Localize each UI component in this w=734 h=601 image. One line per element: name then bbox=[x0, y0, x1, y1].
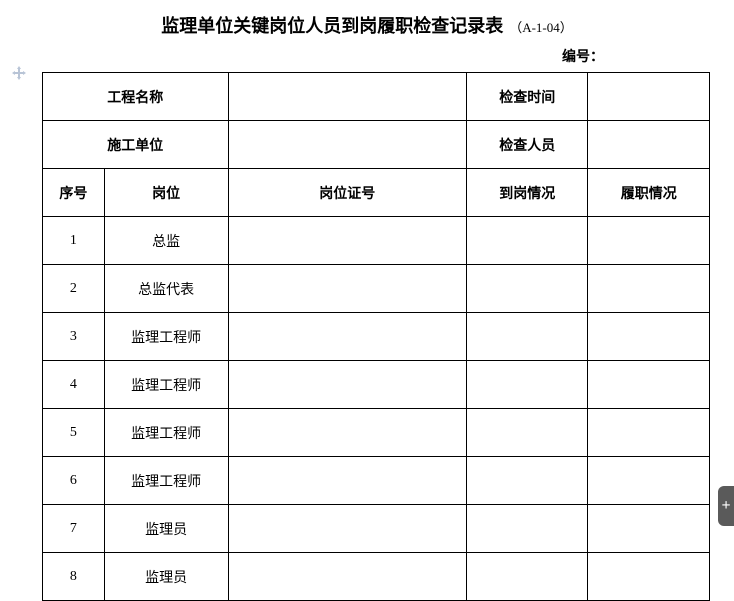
project-name-label: 工程名称 bbox=[43, 73, 229, 121]
serial-label: 编号： bbox=[0, 46, 734, 72]
table-row: 4 监理工程师 bbox=[43, 361, 710, 409]
cell-attendance[interactable] bbox=[467, 457, 588, 505]
inspector-label: 检查人员 bbox=[467, 121, 588, 169]
plus-icon: + bbox=[721, 497, 730, 515]
cell-performance[interactable] bbox=[588, 553, 710, 601]
column-header-row: 序号 岗位 岗位证号 到岗情况 履职情况 bbox=[43, 169, 710, 217]
cell-attendance[interactable] bbox=[467, 265, 588, 313]
cell-performance[interactable] bbox=[588, 409, 710, 457]
cell-attendance[interactable] bbox=[467, 409, 588, 457]
inspector-value[interactable] bbox=[588, 121, 710, 169]
col-attendance: 到岗情况 bbox=[467, 169, 588, 217]
cell-performance[interactable] bbox=[588, 265, 710, 313]
cell-seq: 3 bbox=[43, 313, 105, 361]
inspect-time-value[interactable] bbox=[588, 73, 710, 121]
cell-seq: 6 bbox=[43, 457, 105, 505]
cell-seq: 5 bbox=[43, 409, 105, 457]
inspection-table: 工程名称 检查时间 施工单位 检查人员 序号 岗位 岗位证号 到岗情况 履职情况… bbox=[42, 72, 710, 601]
cell-cert[interactable] bbox=[228, 505, 467, 553]
inspect-time-label: 检查时间 bbox=[467, 73, 588, 121]
cell-attendance[interactable] bbox=[467, 361, 588, 409]
cell-cert[interactable] bbox=[228, 265, 467, 313]
cell-post: 总监 bbox=[104, 217, 228, 265]
col-post: 岗位 bbox=[104, 169, 228, 217]
table-row: 5 监理工程师 bbox=[43, 409, 710, 457]
cell-post: 监理工程师 bbox=[104, 457, 228, 505]
table-row: 8 监理员 bbox=[43, 553, 710, 601]
cell-seq: 1 bbox=[43, 217, 105, 265]
cell-performance[interactable] bbox=[588, 361, 710, 409]
table-row: 3 监理工程师 bbox=[43, 313, 710, 361]
contractor-label: 施工单位 bbox=[43, 121, 229, 169]
cell-performance[interactable] bbox=[588, 457, 710, 505]
contractor-value[interactable] bbox=[228, 121, 467, 169]
side-tab-icon[interactable]: + bbox=[718, 486, 734, 526]
cell-attendance[interactable] bbox=[467, 505, 588, 553]
title-row: 监理单位关键岗位人员到岗履职检查记录表 （A-1-04） bbox=[0, 0, 734, 46]
cell-cert[interactable] bbox=[228, 409, 467, 457]
cell-post: 监理工程师 bbox=[104, 361, 228, 409]
cell-cert[interactable] bbox=[228, 457, 467, 505]
cell-attendance[interactable] bbox=[467, 553, 588, 601]
cell-cert[interactable] bbox=[228, 217, 467, 265]
move-handle-icon[interactable] bbox=[12, 66, 26, 80]
form-code: （A-1-04） bbox=[509, 20, 573, 35]
form-table-container: 工程名称 检查时间 施工单位 检查人员 序号 岗位 岗位证号 到岗情况 履职情况… bbox=[0, 72, 734, 601]
cell-cert[interactable] bbox=[228, 313, 467, 361]
cell-attendance[interactable] bbox=[467, 313, 588, 361]
cell-seq: 7 bbox=[43, 505, 105, 553]
col-cert: 岗位证号 bbox=[228, 169, 467, 217]
cell-post: 监理员 bbox=[104, 553, 228, 601]
cell-post: 总监代表 bbox=[104, 265, 228, 313]
cell-seq: 4 bbox=[43, 361, 105, 409]
cell-performance[interactable] bbox=[588, 505, 710, 553]
table-row: 6 监理工程师 bbox=[43, 457, 710, 505]
table-row: 1 总监 bbox=[43, 217, 710, 265]
cell-seq: 2 bbox=[43, 265, 105, 313]
table-row: 7 监理员 bbox=[43, 505, 710, 553]
cell-cert[interactable] bbox=[228, 361, 467, 409]
cell-post: 监理员 bbox=[104, 505, 228, 553]
cell-cert[interactable] bbox=[228, 553, 467, 601]
cell-post: 监理工程师 bbox=[104, 409, 228, 457]
table-row: 2 总监代表 bbox=[43, 265, 710, 313]
cell-performance[interactable] bbox=[588, 313, 710, 361]
project-name-value[interactable] bbox=[228, 73, 467, 121]
col-seq: 序号 bbox=[43, 169, 105, 217]
cell-post: 监理工程师 bbox=[104, 313, 228, 361]
cell-seq: 8 bbox=[43, 553, 105, 601]
header-row-1: 工程名称 检查时间 bbox=[43, 73, 710, 121]
page-title: 监理单位关键岗位人员到岗履职检查记录表 bbox=[161, 16, 503, 36]
header-row-2: 施工单位 检查人员 bbox=[43, 121, 710, 169]
col-performance: 履职情况 bbox=[588, 169, 710, 217]
cell-performance[interactable] bbox=[588, 217, 710, 265]
cell-attendance[interactable] bbox=[467, 217, 588, 265]
